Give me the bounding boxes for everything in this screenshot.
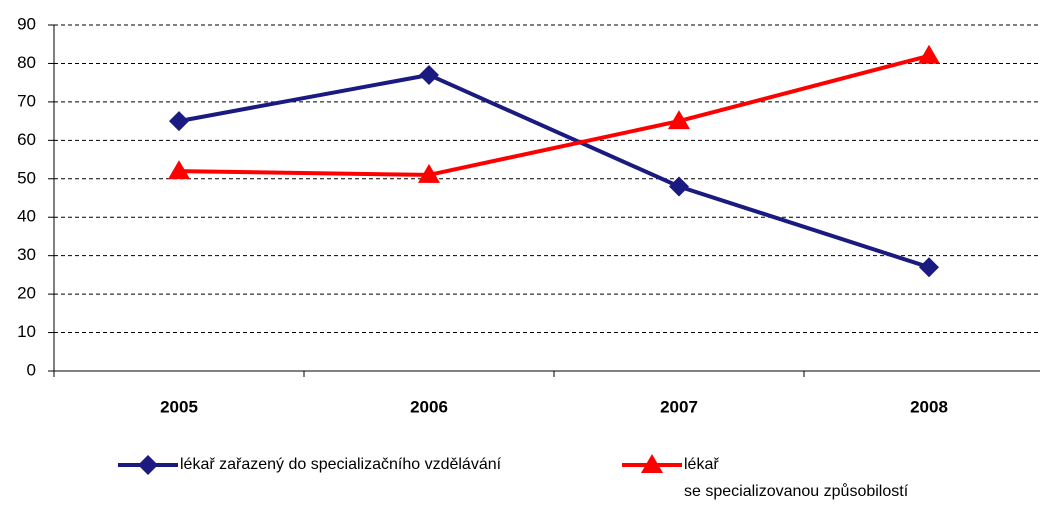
x-tick-label: 2007 (660, 397, 698, 416)
x-tick-label: 2008 (910, 397, 948, 416)
series-line (178, 72, 930, 270)
marker (641, 454, 663, 473)
legend-label: lékař zařazený do specializačního vzdělá… (180, 456, 502, 473)
marker (419, 64, 439, 85)
marker (669, 176, 689, 197)
y-tick-label: 90 (17, 14, 36, 33)
legend-label: lékař se specializovanou způsobilostí (684, 456, 909, 500)
y-tick-label: 10 (17, 322, 36, 341)
y-tick-label: 70 (17, 91, 36, 110)
marker (418, 163, 440, 183)
y-tick-label: 30 (17, 245, 36, 264)
marker (168, 160, 190, 180)
y-tick-label: 50 (17, 168, 36, 187)
marker (668, 110, 690, 130)
y-tick-label: 0 (27, 360, 36, 379)
x-tick-label: 2005 (160, 397, 198, 416)
marker (169, 111, 189, 132)
y-tick-label: 80 (17, 53, 36, 72)
marker (919, 257, 939, 278)
x-tick-label: 2006 (410, 397, 448, 416)
y-tick-label: 20 (17, 284, 36, 303)
y-tick-label: 60 (17, 130, 36, 149)
y-tick-label: 40 (17, 207, 36, 226)
marker (138, 455, 158, 475)
series-line (178, 53, 930, 177)
marker (918, 44, 940, 64)
